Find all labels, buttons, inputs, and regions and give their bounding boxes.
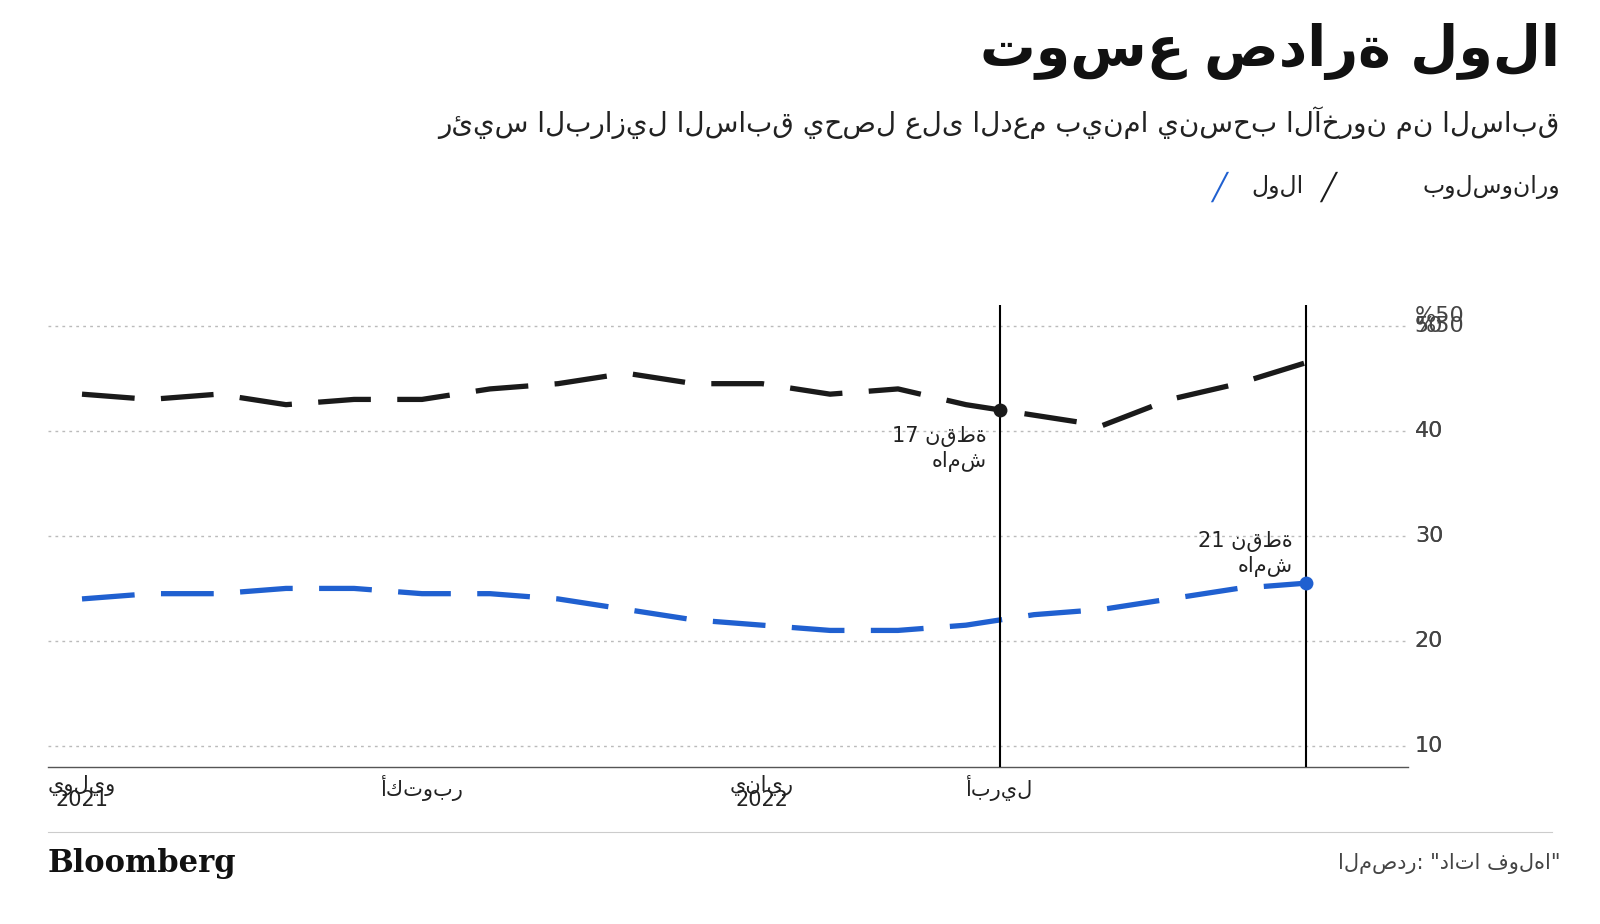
Text: ╱: ╱: [1320, 172, 1336, 201]
Text: توسع صدارة لولا: توسع صدارة لولا: [981, 23, 1560, 80]
Text: 20: 20: [1414, 631, 1443, 650]
Text: أبريل: أبريل: [966, 775, 1034, 801]
Text: ╱: ╱: [1211, 172, 1227, 201]
Text: يناير: يناير: [730, 775, 794, 796]
Text: المصدر: "داتا فولها": المصدر: "داتا فولها": [1338, 854, 1560, 874]
Text: Bloomberg: Bloomberg: [48, 848, 237, 880]
Text: 20: 20: [1414, 631, 1443, 650]
Text: 10: 10: [1414, 736, 1443, 756]
Text: 10: 10: [1414, 736, 1443, 756]
Text: أكتوبر: أكتوبر: [381, 775, 464, 801]
Text: يوليو: يوليو: [48, 775, 117, 796]
Text: 2022: 2022: [736, 790, 789, 810]
Text: %50: %50: [1414, 316, 1464, 336]
Text: 40: 40: [1414, 421, 1443, 441]
Text: 21 نقطة
هامش: 21 نقطة هامش: [1198, 530, 1293, 578]
Text: 50: 50: [1414, 316, 1443, 336]
Text: بولسونارو: بولسونارو: [1422, 175, 1560, 199]
Text: 30: 30: [1414, 526, 1443, 546]
Text: 40: 40: [1414, 421, 1443, 441]
Text: لولا: لولا: [1251, 175, 1304, 199]
Text: 17 نقطة
هامش: 17 نقطة هامش: [891, 426, 986, 472]
Text: %50: %50: [1414, 306, 1464, 326]
Text: رئيس البرازيل السابق يحصل على الدعم بينما ينسحب الآخرون من السابق: رئيس البرازيل السابق يحصل على الدعم بينم…: [438, 106, 1560, 140]
Text: 2021: 2021: [56, 790, 109, 810]
Text: 30: 30: [1414, 526, 1443, 546]
